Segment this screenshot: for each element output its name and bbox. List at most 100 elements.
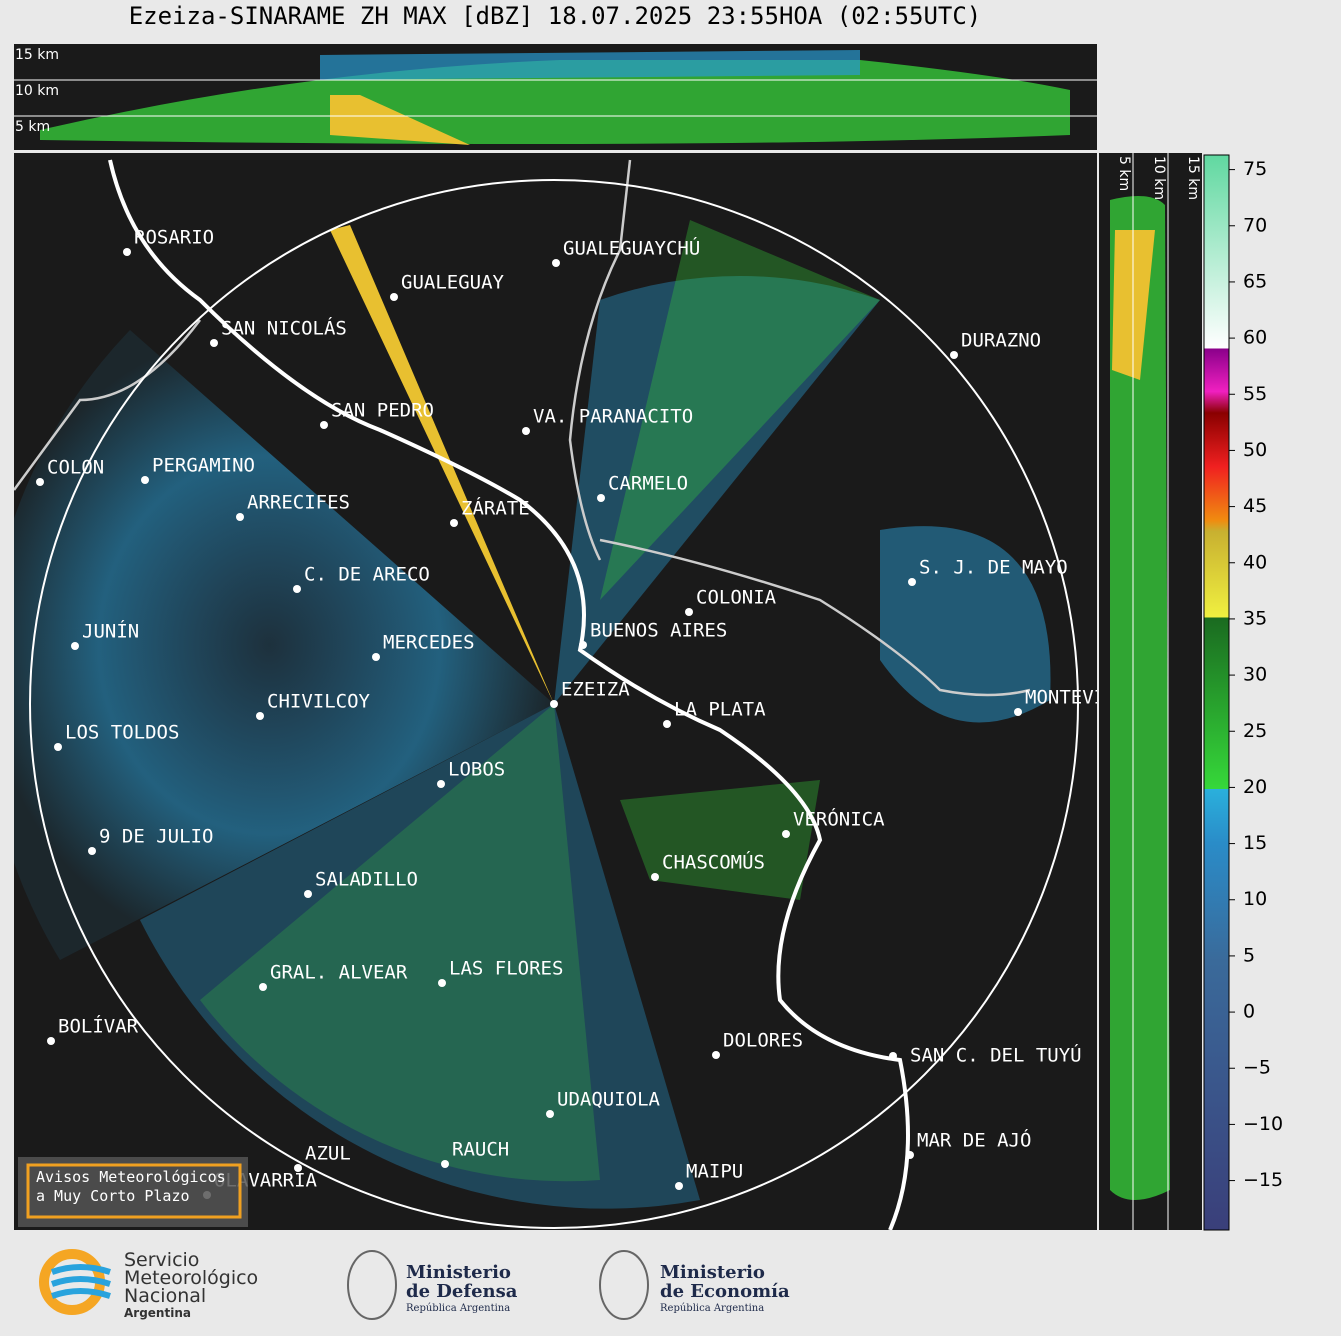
city-label: SALADILLO (315, 869, 418, 891)
city-dot (210, 339, 218, 347)
city-dot (450, 519, 458, 527)
colorbar-tick-label: 30 (1243, 664, 1267, 686)
height-profile (320, 50, 860, 80)
logo-text: Servicio (124, 1249, 199, 1271)
city-dot (259, 983, 267, 991)
city-label: VA. PARANACITO (533, 406, 693, 428)
city-label: LA PLATA (674, 699, 766, 721)
city-dot (47, 1037, 55, 1045)
city-dot (71, 642, 79, 650)
logo-text: República Argentina (406, 1303, 510, 1314)
city-dot (889, 1052, 897, 1060)
alert-box[interactable] (18, 1157, 248, 1227)
city-label: SAN C. DEL TUYÚ (910, 1043, 1082, 1067)
city-dot (304, 890, 312, 898)
city-dot (256, 712, 264, 720)
city-dot (372, 653, 380, 661)
shield (599, 1250, 649, 1320)
city-dot (782, 830, 790, 838)
city-label: COLONIA (696, 587, 777, 609)
echo (554, 275, 880, 704)
city-dot (54, 743, 62, 751)
logo-text: Argentina (124, 1306, 191, 1320)
city-dot (141, 476, 149, 484)
city-label: VERÓNICA (793, 807, 885, 831)
city-label: LOBOS (448, 759, 505, 781)
city-dot (950, 351, 958, 359)
city-dot (712, 1051, 720, 1059)
city-dot (579, 641, 587, 649)
colorbar-tick-label: −5 (1243, 1057, 1271, 1079)
logo-text: Nacional (124, 1285, 206, 1307)
city-dot (597, 494, 605, 502)
city-dot (390, 293, 398, 301)
alert-text: Avisos Meteorológicos (36, 1168, 226, 1186)
colorbar-tick-label: 75 (1243, 158, 1267, 180)
logo-text: de Defensa (406, 1281, 518, 1302)
city-dot (88, 847, 96, 855)
colorbar-tick-label: 40 (1243, 551, 1267, 573)
city-dot (908, 578, 916, 586)
city-dot (546, 1110, 554, 1118)
city-label: BOLÍVAR (58, 1015, 139, 1038)
city-label: GRAL. ALVEAR (270, 962, 408, 984)
colorbar-tick-label: 45 (1243, 495, 1267, 517)
city-label: SAN NICOLÁS (221, 317, 347, 340)
height-label: 10 km (15, 83, 59, 99)
city-label: GUALEGUAYCHÚ (563, 236, 700, 260)
height-label: 15 km (1185, 156, 1201, 200)
colorbar-tick-label: 50 (1243, 439, 1267, 461)
city-dot (320, 421, 328, 429)
height-label: 15 km (15, 47, 59, 63)
echo (200, 704, 600, 1182)
colorbar-tick-label: 5 (1243, 944, 1255, 966)
city-label: JUNÍN (82, 620, 139, 643)
city-dot (36, 478, 44, 486)
city-label: BUENOS AIRES (590, 620, 727, 642)
border (14, 159, 1031, 697)
city-label: UDAQUIOLA (557, 1089, 661, 1111)
city-label: EZEIZA (561, 679, 630, 701)
city-label: MAIPU (686, 1161, 743, 1183)
city-label: ARRECIFES (247, 492, 350, 514)
city-dot (675, 1182, 683, 1190)
colorbar-tick-label: 20 (1243, 776, 1267, 798)
alert-frame (26, 1163, 242, 1219)
city-dot (438, 979, 446, 987)
city-dot (294, 1164, 302, 1172)
city-label: PERGAMINO (152, 455, 255, 477)
colorbar-tick-label: 0 (1243, 1001, 1255, 1023)
echo (600, 220, 880, 600)
city-label: 9 DE JULIO (99, 826, 213, 848)
shield (347, 1250, 397, 1320)
height-profile (330, 95, 470, 145)
colorbar-tick-label: 70 (1243, 214, 1267, 236)
colorbar-tick-label: −10 (1243, 1113, 1283, 1135)
title: Ezeiza-SINARAME ZH MAX [dBZ] 18.07.2025 … (129, 2, 982, 30)
logo-text: Ministerio (660, 1262, 765, 1283)
city-dot (437, 780, 445, 788)
city-label: ROSARIO (134, 227, 214, 249)
height-label: 5 km (15, 119, 50, 135)
city-label: COLON (47, 457, 104, 479)
city-label: MONTEVIDEO (1025, 687, 1139, 709)
city-label: C. DE ARECO (304, 564, 430, 586)
height-label: 10 km (1151, 156, 1167, 200)
echo (140, 704, 700, 1209)
city-dot (441, 1160, 449, 1168)
colorbar-tick-label: −15 (1243, 1169, 1283, 1191)
echoes: ROSARIO GUALEGUAYCHÚ GUALEGUAY SAN NICOLÁS D… (14, 159, 1139, 1230)
coastline (108, 159, 910, 1230)
echo (620, 780, 820, 900)
alert-text: a Muy Corto Plazo (36, 1187, 190, 1205)
colorbar-tick-label: 15 (1243, 832, 1267, 854)
range-ring (29, 179, 1079, 1229)
city-dot (236, 513, 244, 521)
echo (14, 330, 554, 960)
city-label: CHASCOMÚS (662, 850, 765, 874)
city-dot (663, 720, 671, 728)
logo-text: Meteorológico (124, 1267, 258, 1289)
logo-text: República Argentina (660, 1303, 764, 1314)
colorbar-tick-label: 65 (1243, 270, 1267, 292)
